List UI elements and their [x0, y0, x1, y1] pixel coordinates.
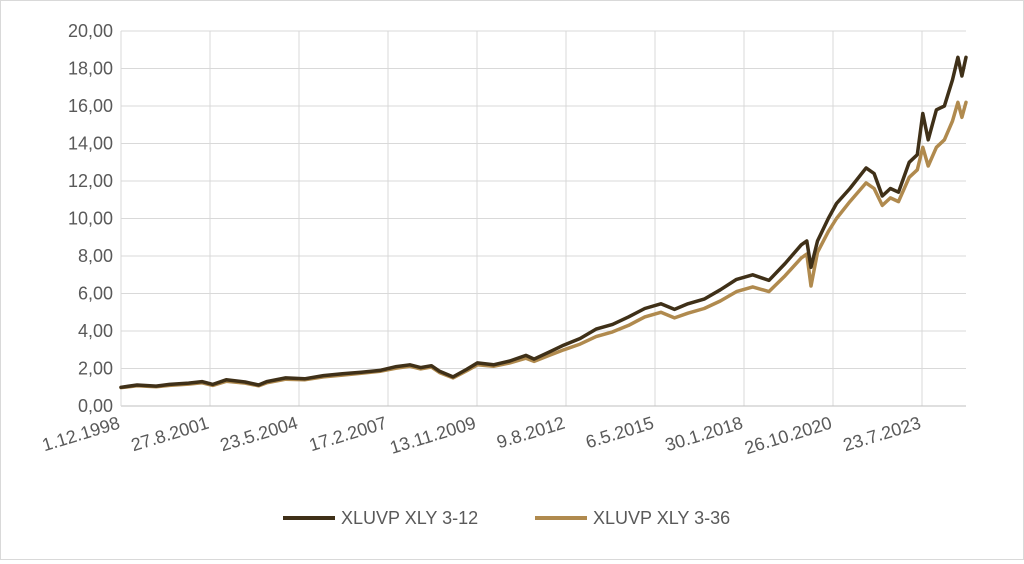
series-lines	[119, 55, 968, 390]
series-line-2	[119, 100, 968, 390]
x-tick-label: 13.11.2009	[387, 413, 478, 458]
legend-label-2: XLUVP XLY 3-36	[593, 508, 730, 528]
y-tick-label: 2,00	[78, 359, 113, 379]
legend: XLUVP XLY 3-12 XLUVP XLY 3-36	[283, 508, 730, 528]
x-tick-label: 30.1.2018	[663, 413, 745, 456]
x-tick-label: 17.2.2007	[307, 413, 389, 456]
y-tick-label: 16,00	[68, 96, 113, 116]
legend-label-1: XLUVP XLY 3-12	[341, 508, 478, 528]
x-tick-label: 6.5.2015	[583, 413, 656, 453]
x-tick-label: 23.7.2023	[841, 413, 923, 456]
y-tick-label: 14,00	[68, 134, 113, 154]
y-tick-label: 12,00	[68, 171, 113, 191]
grid	[120, 30, 966, 407]
y-tick-label: 10,00	[68, 209, 113, 229]
x-tick-label: 27.8.2001	[129, 413, 211, 456]
y-tick-label: 18,00	[68, 59, 113, 79]
legend-item-2[interactable]: XLUVP XLY 3-36	[535, 508, 730, 528]
x-tick-label: 23.5.2004	[218, 413, 300, 456]
y-tick-label: 4,00	[78, 321, 113, 341]
series-line-1	[119, 55, 968, 390]
y-axis-ticks: 0,00 2,00 4,00 6,00 8,00 10,00 12,00 14,00 16,00…	[68, 21, 113, 416]
x-axis-ticks: 1.12.1998 27.8.2001 23.5.2004 17.2.200713.1…	[40, 413, 923, 458]
x-tick-label: 9.8.2012	[494, 413, 567, 453]
legend-item-1[interactable]: XLUVP XLY 3-12	[283, 508, 478, 528]
y-tick-label: 20,00	[68, 21, 113, 41]
y-tick-label: 8,00	[78, 246, 113, 266]
x-tick-label: 26.10.2020	[742, 413, 834, 458]
y-tick-label: 0,00	[78, 396, 113, 416]
y-tick-label: 6,00	[78, 284, 113, 304]
x-tick-label: 1.12.1998	[40, 413, 122, 456]
